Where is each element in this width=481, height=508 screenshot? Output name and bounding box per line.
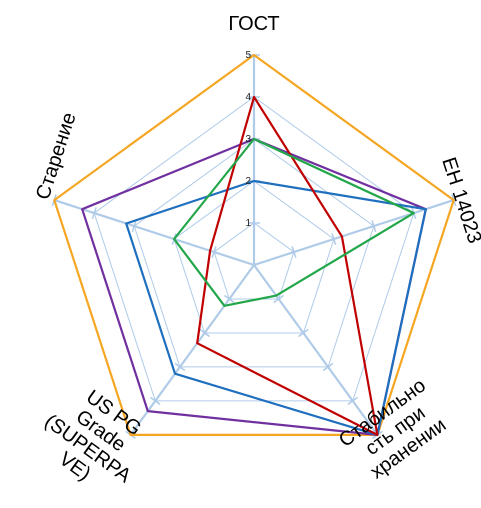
axis-spoke-en: [253, 199, 455, 267]
radial-tick-labels: 1 2 3 4 5: [245, 50, 251, 229]
axis-label-aging: Старение: [32, 110, 81, 202]
series-line-5: [173, 137, 415, 307]
axis-tick-stab-3: [322, 362, 334, 372]
tick-label-4: 4: [245, 92, 251, 103]
axis-tick-aging-3: [131, 220, 137, 233]
axis-tick-aging-4: [91, 207, 97, 220]
radar-series: [53, 53, 455, 436]
axis-spoke-stab: [253, 264, 379, 436]
series-line-3: [125, 179, 427, 436]
axis-tick-uspg-1: [224, 294, 235, 304]
axis-tick-stab-4: [347, 396, 359, 406]
grid-ring-2: [173, 180, 335, 334]
axis-tick-en-3: [371, 220, 377, 233]
tick-label-2: 2: [245, 176, 251, 187]
axis-label-gost: ГОСТ: [228, 13, 279, 35]
tick-label-5: 5: [245, 50, 251, 61]
tick-label-3: 3: [245, 134, 251, 145]
axis-tick-en-2: [331, 233, 337, 245]
axis-tick-uspg-3: [174, 362, 186, 372]
series-line-4: [196, 95, 379, 436]
axis-label-aging-line-1: Старение: [32, 110, 81, 202]
series-line-2: [81, 137, 427, 436]
axis-spoke-uspg: [129, 264, 255, 436]
axis-label-gost-line-1: ГОСТ: [228, 13, 279, 35]
axis-tick-aging-1: [211, 246, 217, 258]
series-line-1: [53, 53, 455, 436]
axis-tick-stab-2: [298, 328, 309, 338]
axis-tick-stab-1: [273, 294, 284, 304]
axis-tick-uspg-2: [199, 328, 210, 338]
axis-spoke-aging: [53, 199, 255, 267]
axis-tick-uspg-4: [149, 396, 161, 406]
grid-ring-3: [133, 138, 375, 368]
axis-tick-en-1: [291, 246, 297, 258]
tick-label-1: 1: [245, 218, 251, 229]
